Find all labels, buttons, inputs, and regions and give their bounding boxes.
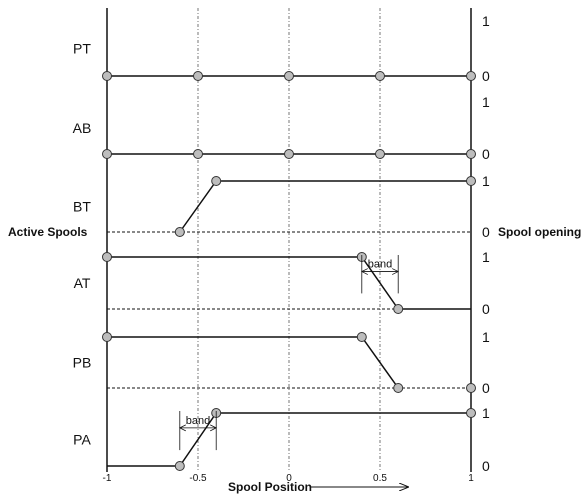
row-pa-band-label: band [186, 415, 210, 427]
row-ab-marker-2 [284, 149, 294, 159]
spool-opening-label: Spool opening [498, 225, 581, 239]
row-pa: PA 1 0 band [73, 405, 490, 474]
row-pa-band-arrow-left [178, 424, 186, 432]
row-bt-marker-2 [466, 176, 476, 186]
row-pb-marker-2 [393, 383, 404, 393]
row-pb-one-label: 1 [482, 329, 490, 345]
row-pb-zero-label: 0 [482, 380, 490, 396]
row-bt-curve [179, 180, 471, 233]
row-bt-marker-0 [174, 227, 185, 237]
row-pb-marker-3 [466, 383, 476, 393]
row-pb-label: PB [73, 355, 92, 371]
x-tick-label-2: 0 [286, 473, 292, 484]
row-at: AT 1 0 band [74, 249, 490, 317]
row-pt-marker-1 [193, 71, 203, 81]
row-pa-marker-2 [466, 408, 476, 418]
row-pt-marker-3 [375, 71, 385, 81]
row-pa-band-arrow-right [210, 424, 218, 432]
row-ab-marker-4 [466, 149, 476, 159]
x-tick-label-0: -1 [103, 473, 112, 484]
row-ab-zero-label: 0 [482, 146, 490, 162]
row-pa-one-label: 1 [482, 405, 490, 421]
grid-layer [106, 8, 472, 472]
row-bt: BT 1 0 [73, 173, 490, 240]
row-pt-marker-0 [102, 71, 112, 81]
row-at-label: AT [74, 275, 91, 291]
row-ab-one-label: 1 [482, 94, 490, 110]
x-tick-labels: -1 -0.5 0 0.5 1 [103, 473, 475, 484]
row-bt-marker-1 [211, 176, 222, 186]
row-bt-label: BT [73, 199, 91, 215]
row-ab-marker-0 [102, 149, 112, 159]
row-pa-label: PA [73, 432, 91, 448]
row-pt-label: PT [73, 41, 91, 57]
row-at-band-arrow-left [360, 268, 368, 275]
row-pt-marker-4 [466, 71, 476, 81]
x-tick-label-3: 0.5 [373, 473, 387, 484]
row-pt-zero-label: 0 [482, 68, 490, 84]
rows-layer: PT 1 0 AB 1 0 BT 1 0 AT 1 0 band PB 1 0 PA 1 0 band [73, 13, 490, 474]
row-ab-marker-1 [193, 149, 203, 159]
row-pa-marker-0 [174, 461, 185, 471]
row-ab-marker-3 [375, 149, 385, 159]
row-pb-curve [107, 336, 399, 389]
row-pt-marker-2 [284, 71, 294, 81]
row-pa-zero-label: 0 [482, 458, 490, 474]
row-pa-curve [107, 412, 471, 467]
row-at-one-label: 1 [482, 249, 490, 265]
row-at-band-arrow-right [392, 268, 400, 275]
row-ab: AB 1 0 [73, 94, 490, 162]
row-ab-label: AB [73, 120, 92, 136]
x-tick-label-4: 1 [468, 473, 474, 484]
row-pb-marker-1 [356, 332, 367, 342]
row-at-curve [107, 256, 399, 310]
active-spools-label: Active Spools [8, 225, 88, 239]
row-at-band-label: band [368, 259, 392, 271]
row-pb: PB 1 0 [73, 329, 490, 396]
row-at-marker-2 [393, 304, 404, 314]
row-bt-zero-label: 0 [482, 224, 490, 240]
row-at-zero-label: 0 [482, 301, 490, 317]
row-pb-marker-0 [102, 332, 112, 342]
x-axis-label: Spool Position [228, 480, 312, 494]
row-bt-one-label: 1 [482, 173, 490, 189]
x-tick-label-1: -0.5 [189, 473, 207, 484]
row-at-marker-0 [102, 252, 112, 262]
row-pt-one-label: 1 [482, 13, 490, 29]
row-pt: PT 1 0 [73, 13, 490, 84]
